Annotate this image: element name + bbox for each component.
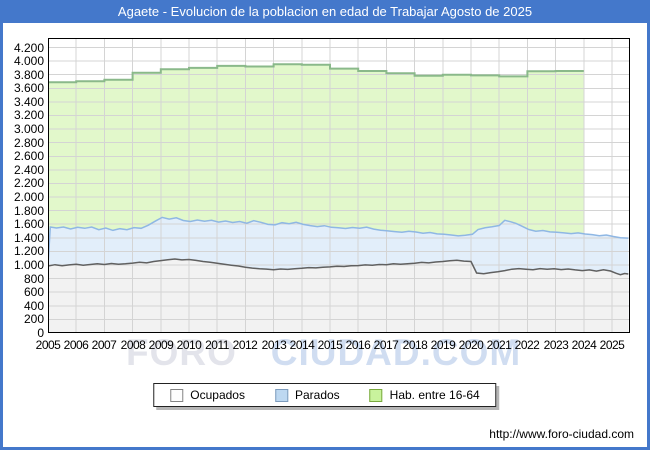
y-tick-label: 3.400 (13, 95, 44, 109)
x-tick-label: 2018 (402, 338, 428, 352)
y-tick-label: 3.800 (13, 68, 44, 82)
y-tick-label: 1.000 (13, 258, 44, 272)
x-tick-label: 2010 (176, 338, 202, 352)
x-tick-label: 2012 (232, 338, 258, 352)
y-tick-label: 2.200 (13, 176, 44, 190)
x-tick-label: 2020 (458, 338, 484, 352)
x-tick-label: 2006 (63, 338, 89, 352)
x-tick-label: 2023 (543, 338, 569, 352)
y-tick-label: 2.000 (13, 190, 44, 204)
y-tick-label: 0 (37, 326, 44, 340)
x-tick-label: 2024 (571, 338, 597, 352)
y-tick-label: 4.200 (13, 41, 44, 55)
x-tick-label: 2008 (120, 338, 146, 352)
footer-url: http://www.foro-ciudad.com (489, 427, 634, 441)
y-tick-label: 3.600 (13, 81, 44, 95)
y-tick-label: 2.800 (13, 136, 44, 150)
y-tick-label: 3.000 (13, 122, 44, 136)
x-tick-label: 2019 (430, 338, 456, 352)
y-tick-label: 2.400 (13, 163, 44, 177)
x-tick-label: 2007 (91, 338, 117, 352)
watermark: FORO CIUDAD.COM (126, 332, 521, 374)
watermark-foro: FORO (126, 332, 237, 373)
y-tick-label: 400 (23, 299, 44, 313)
x-tick-label: 2025 (599, 338, 625, 352)
y-tick-label: 800 (23, 272, 44, 286)
legend-label-ocupados: Ocupados (190, 388, 245, 402)
y-tick-label: 1.800 (13, 204, 44, 218)
x-tick-label: 2016 (345, 338, 371, 352)
x-tick-label: 2022 (514, 338, 540, 352)
x-tick-label: 2005 (35, 338, 61, 352)
chart-title: Agaete - Evolucion de la poblacion en ed… (117, 4, 533, 19)
x-tick-label: 2021 (486, 338, 512, 352)
y-tick-label: 1.400 (13, 231, 44, 245)
legend-label-hab-16-64: Hab. entre 16-64 (389, 388, 480, 402)
legend-label-parados: Parados (294, 388, 340, 402)
y-tick-label: 600 (23, 285, 44, 299)
legend-swatch-ocupados (170, 388, 184, 402)
legend-swatch-hab-16-64 (369, 388, 383, 402)
legend: Ocupados Parados Hab. entre 16-64 (153, 383, 497, 407)
legend-item-ocupados: Ocupados (170, 388, 245, 402)
x-tick-label: 2011 (205, 338, 229, 352)
y-tick-label: 2.600 (13, 149, 44, 163)
legend-swatch-parados (274, 388, 288, 402)
x-tick-label: 2014 (289, 338, 315, 352)
y-tick-label: 3.200 (13, 108, 44, 122)
y-tick-label: 200 (23, 312, 44, 326)
x-tick-label: 2009 (148, 338, 174, 352)
y-tick-label: 1.600 (13, 217, 44, 231)
y-tick-label: 1.200 (13, 244, 44, 258)
title-bar: Agaete - Evolucion de la poblacion en ed… (0, 0, 650, 23)
x-tick-label: 2017 (373, 338, 399, 352)
x-tick-label: 2015 (317, 338, 343, 352)
x-tick-label: 2013 (261, 338, 287, 352)
legend-item-hab-16-64: Hab. entre 16-64 (369, 388, 480, 402)
watermark-ciudad: CIUDAD.COM (270, 332, 522, 373)
y-tick-label: 4.000 (13, 54, 44, 68)
plot-area (48, 38, 630, 333)
legend-item-parados: Parados (274, 388, 340, 402)
